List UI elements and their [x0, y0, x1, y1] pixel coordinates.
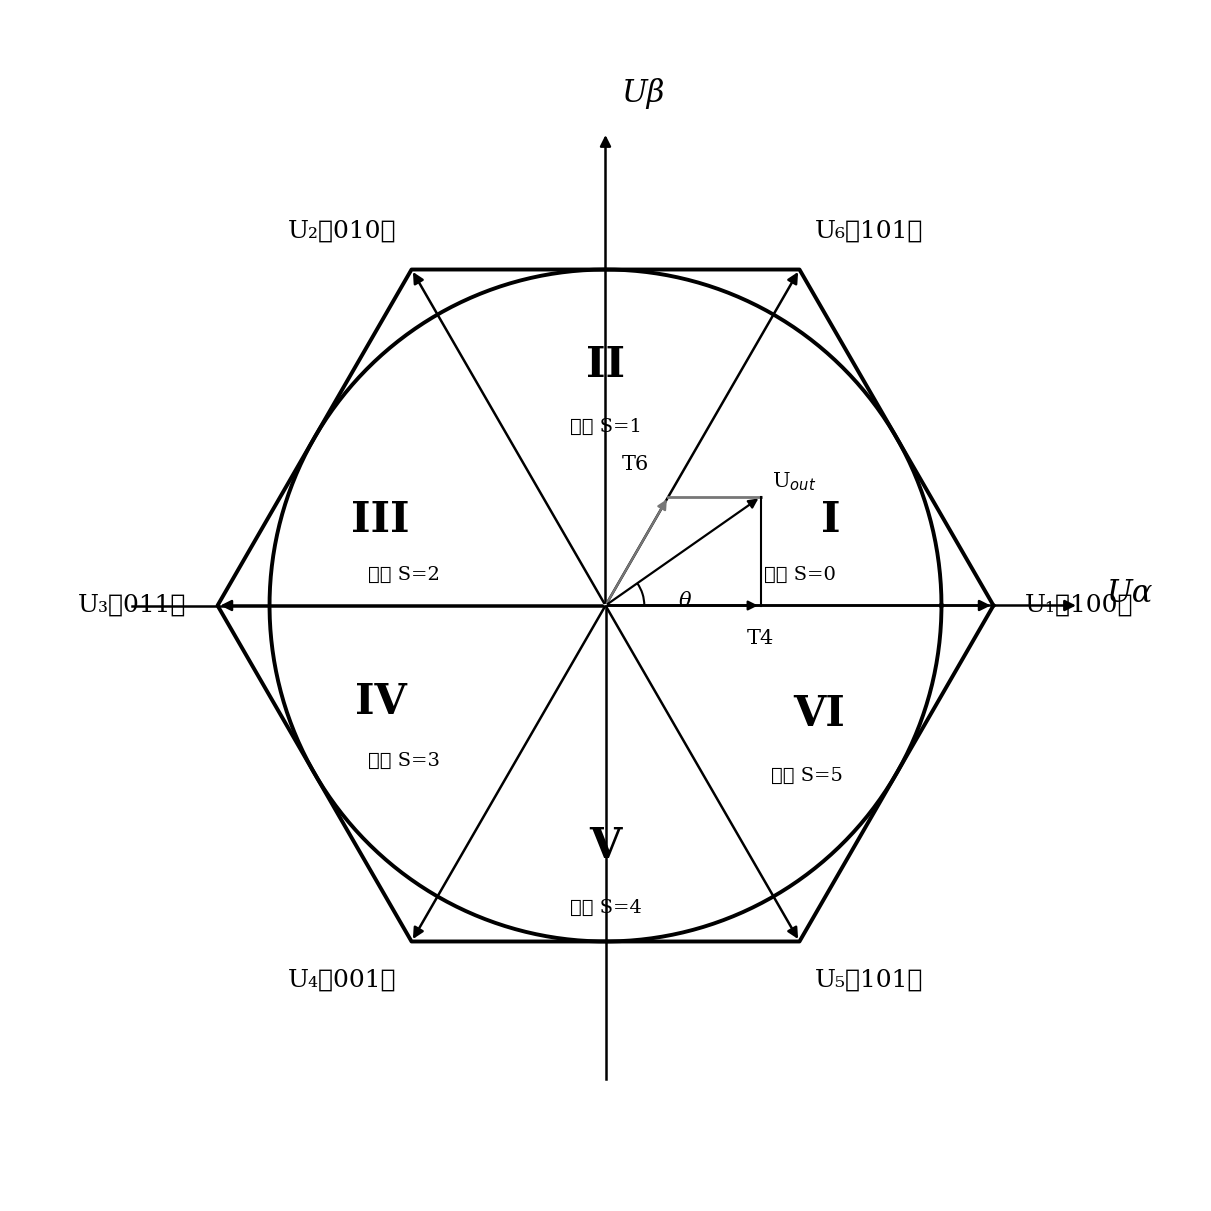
Text: U₆（101）: U₆（101）	[815, 219, 923, 242]
Text: II: II	[586, 344, 625, 386]
Text: III: III	[351, 499, 409, 541]
Text: U₅（101）: U₅（101）	[815, 969, 923, 992]
Text: VI: VI	[793, 693, 845, 735]
Text: 扇区 S=0: 扇区 S=0	[764, 566, 836, 584]
Text: θ: θ	[678, 591, 691, 610]
Text: 扇区 S=4: 扇区 S=4	[569, 899, 642, 917]
Text: 扇区 S=2: 扇区 S=2	[368, 566, 440, 584]
Text: U₄（001）: U₄（001）	[287, 969, 396, 992]
Text: V: V	[590, 825, 621, 867]
Text: IV: IV	[355, 682, 407, 723]
Text: 扇区 S=1: 扇区 S=1	[569, 418, 642, 436]
Text: U₂（010）: U₂（010）	[287, 219, 396, 242]
Text: T4: T4	[747, 629, 774, 648]
Text: Uβ: Uβ	[621, 78, 665, 109]
Text: U₃（011）: U₃（011）	[79, 595, 186, 616]
Text: U₁（100）: U₁（100）	[1025, 595, 1133, 616]
Text: 扇区 S=3: 扇区 S=3	[368, 752, 440, 770]
Text: Uα: Uα	[1106, 579, 1153, 609]
Text: 扇区 S=5: 扇区 S=5	[771, 768, 843, 785]
Text: T6: T6	[621, 454, 649, 474]
Text: I: I	[821, 499, 840, 541]
Text: U$_{out}$: U$_{out}$	[773, 470, 816, 493]
